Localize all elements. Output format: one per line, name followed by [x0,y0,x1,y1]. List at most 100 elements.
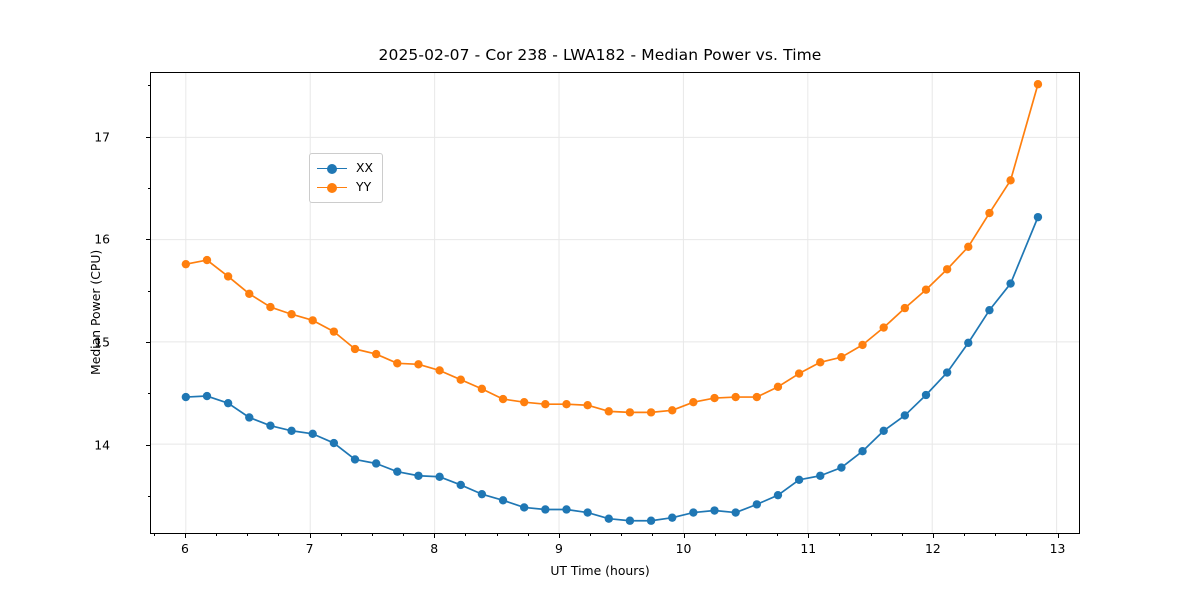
x-tick-mark-minor [901,534,903,537]
data-point-yy [942,265,952,274]
legend-label-xx: XX [356,160,373,176]
x-tick-mark-minor [278,534,280,537]
data-point-yy [519,397,529,407]
data-point-yy [287,310,296,319]
x-tick-mark-minor [153,534,155,537]
x-tick-mark [808,534,810,538]
data-point-yy [794,369,804,378]
data-point-xx [858,447,867,456]
data-point-yy [308,316,317,325]
x-tick-mark [434,534,436,538]
data-point-xx [816,471,825,480]
data-point-yy [181,259,191,269]
data-point-xx [773,490,783,500]
data-point-xx [562,505,571,514]
data-point-yy [245,289,254,298]
chart-legend[interactable]: XX YY [309,153,383,203]
plot-area: XX YY [150,72,1080,534]
legend-label-yy: YY [356,179,372,195]
data-point-yy [498,394,508,404]
data-point-yy [900,303,910,313]
data-point-xx [350,455,360,464]
x-tick-mark [558,534,560,538]
x-tick-mark-minor [371,534,373,537]
data-point-xx [985,305,994,315]
y-tick-mark-minor [147,290,150,292]
data-point-xx [794,475,804,485]
data-point-xx [223,398,233,408]
x-tick-mark-minor [496,534,498,537]
data-point-yy [541,400,550,409]
data-point-yy [223,272,233,281]
x-tick-mark-minor [652,534,654,537]
y-tick-mark [146,342,150,344]
x-tick-mark-minor [340,534,342,537]
data-point-yy [350,344,360,354]
x-tick-label: 13 [1049,541,1066,556]
x-tick-mark-minor [403,534,405,537]
data-point-yy [689,397,698,407]
data-point-yy [985,208,994,218]
data-point-xx [710,506,719,515]
x-tick-mark-minor [527,534,529,537]
data-point-yy [837,352,846,362]
data-point-xx [689,508,698,517]
x-tick-mark [184,534,186,538]
data-point-yy [414,360,423,369]
y-tick-label: 15 [94,334,110,350]
data-point-yy [921,285,931,294]
data-point-xx [329,438,339,448]
data-point-yy [646,408,656,417]
legend-marker-icon-xx [317,162,347,176]
x-tick-mark-minor [247,534,249,537]
y-tick-mark [146,444,150,446]
data-point-xx [837,463,846,472]
data-point-xx [604,514,613,523]
data-point-yy [710,393,719,403]
data-point-yy [773,382,783,392]
x-tick-mark [932,534,934,538]
x-tick-label: 8 [430,541,439,556]
legend-item-xx[interactable]: XX [317,159,373,178]
data-point-yy [964,242,973,251]
x-tick-mark-minor [777,534,779,537]
x-tick-label: 9 [554,541,563,556]
y-tick-mark [146,136,150,138]
data-point-yy [371,349,381,359]
x-tick-mark-minor [995,534,997,537]
data-point-xx [393,467,402,476]
x-tick-mark-minor [590,534,592,537]
data-point-yy [202,255,212,265]
data-point-xx [668,513,677,522]
data-point-xx [541,505,550,514]
x-tick-label: 12 [925,541,941,556]
legend-item-yy[interactable]: YY [317,178,373,197]
x-tick-label: 6 [180,541,189,556]
data-point-xx [477,489,487,499]
data-point-xx [435,472,444,481]
y-tick-mark [146,239,150,241]
x-tick-mark-minor [870,534,872,537]
chart-title: 2025-02-07 - Cor 238 - LWA182 - Median P… [378,46,822,64]
data-point-xx [245,413,254,422]
y-tick-label: 17 [94,129,110,145]
data-point-xx [519,503,529,512]
data-point-xx [752,500,762,509]
data-point-xx [731,508,740,517]
y-tick-label: 16 [94,231,110,247]
data-point-yy [1033,80,1043,89]
x-tick-mark [309,534,311,538]
data-point-xx [1006,279,1015,288]
data-point-yy [731,392,740,402]
data-point-xx [1033,212,1043,222]
y-tick-mark-minor [147,85,150,87]
data-point-yy [879,323,888,332]
data-point-xx [583,508,592,517]
x-tick-mark-minor [745,534,747,537]
legend-marker-icon-yy [317,181,347,195]
data-point-yy [1006,176,1015,185]
data-point-yy [266,302,275,312]
y-axis-label: Median Power (CPU) [88,249,103,375]
x-tick-mark-minor [216,534,218,537]
